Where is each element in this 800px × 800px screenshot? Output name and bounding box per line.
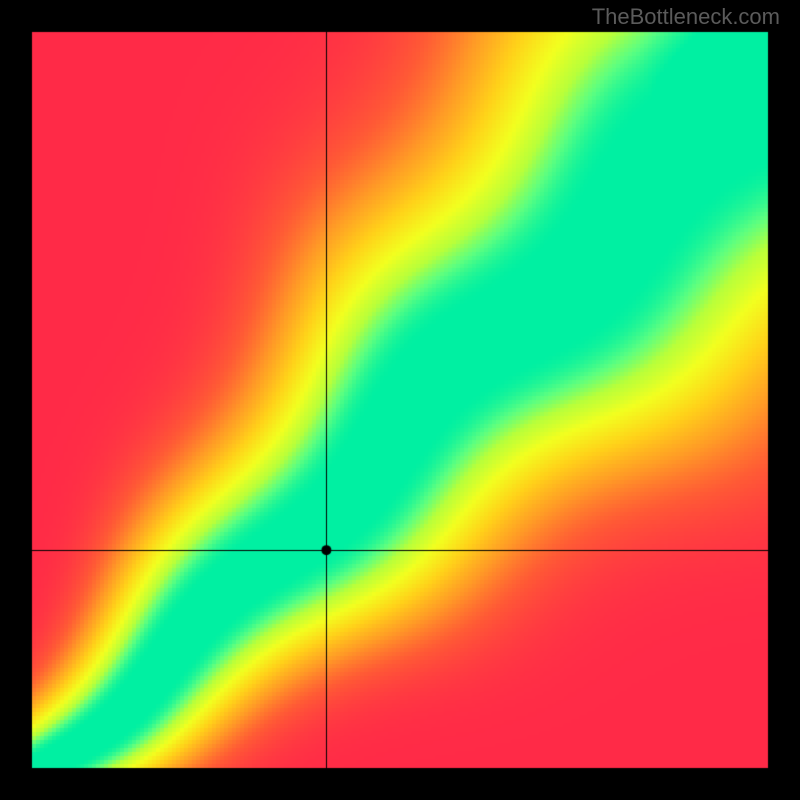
chart-container: { "watermark": { "text": "TheBottleneck.… [0, 0, 800, 800]
heatmap-canvas [0, 0, 800, 800]
watermark-text: TheBottleneck.com [592, 4, 780, 30]
